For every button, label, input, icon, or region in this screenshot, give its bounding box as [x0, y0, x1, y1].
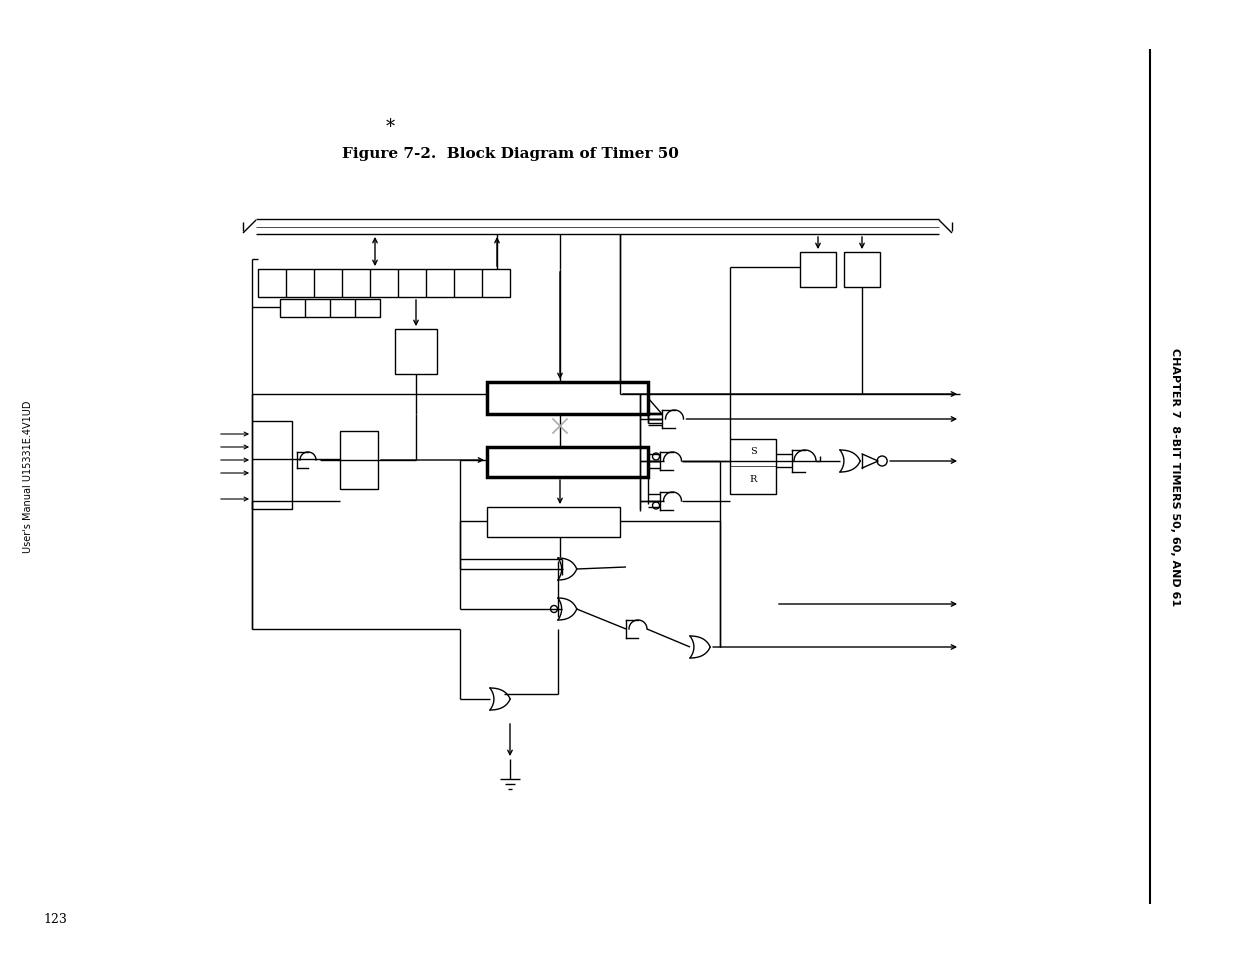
Bar [730, 439, 776, 495]
Bar [800, 253, 836, 288]
Text: User's Manual U15331E.4V1UD: User's Manual U15331E.4V1UD [23, 400, 33, 553]
Bar [258, 270, 510, 297]
Text: *: * [385, 118, 394, 136]
Text: CHAPTER 7  8-BIT TIMERS 50, 60, AND 61: CHAPTER 7 8-BIT TIMERS 50, 60, AND 61 [1170, 348, 1179, 605]
Bar [487, 382, 648, 415]
Bar [395, 330, 437, 375]
Text: S: S [750, 447, 756, 456]
Bar [844, 253, 881, 288]
Bar [280, 299, 380, 317]
Bar [487, 507, 620, 537]
Bar [252, 421, 291, 510]
Text: 123: 123 [43, 913, 67, 925]
Bar [487, 448, 648, 477]
Text: R: R [750, 475, 757, 484]
Bar [340, 432, 378, 490]
Text: Figure 7-2.  Block Diagram of Timer 50: Figure 7-2. Block Diagram of Timer 50 [342, 147, 678, 161]
